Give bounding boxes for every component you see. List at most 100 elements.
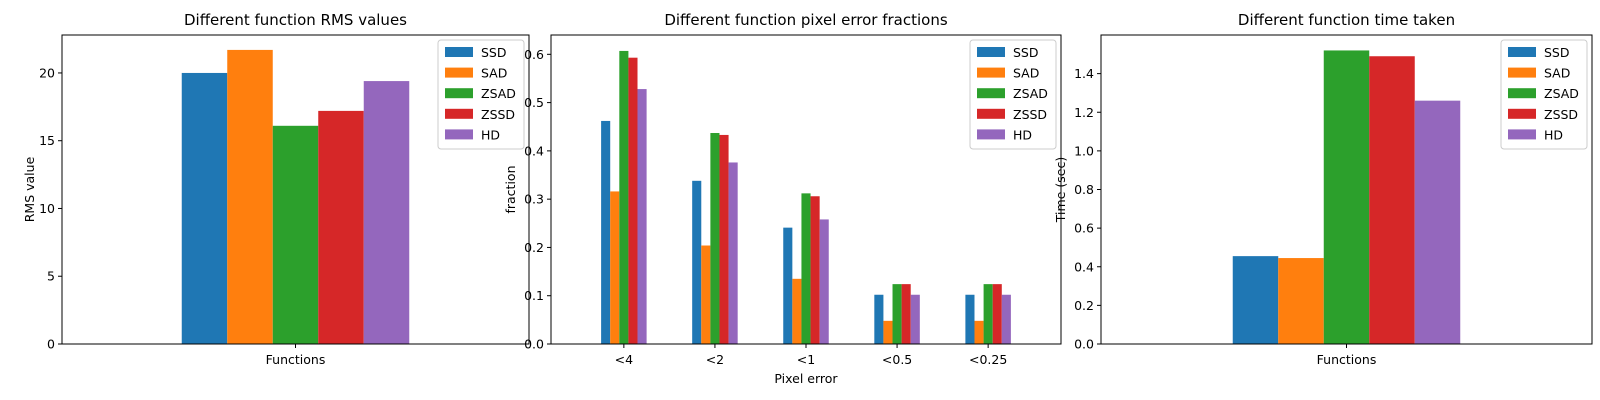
legend-label-zssd: ZSSD (1013, 107, 1047, 122)
bar-sad-0 (1278, 258, 1324, 344)
legend-swatch-ssd (445, 47, 473, 57)
legend-label-sad: SAD (1544, 66, 1570, 81)
bar-ssd-0 (181, 72, 228, 344)
bar-sad-3 (883, 320, 893, 344)
bar-zssd-2 (810, 196, 820, 344)
bar-zsad-3 (892, 284, 902, 344)
legend-swatch-zssd (445, 108, 473, 119)
legend-swatch-sad (977, 67, 1005, 78)
bar-ssd-0 (601, 120, 611, 344)
legend-label-sad: SAD (1013, 66, 1039, 81)
legend-label-ssd: SSD (1013, 45, 1039, 60)
bar-ssd-1 (692, 180, 702, 344)
chart-panel-3: Different function time taken 0.0 0.2 0.4 0.… (1053, 11, 1593, 367)
y-axis-label: Time (sec) (1053, 157, 1068, 223)
bar-hd-3 (910, 294, 920, 344)
legend-swatch-sad (445, 67, 473, 78)
bar-ssd-4 (965, 294, 975, 344)
bar-sad-0 (610, 191, 620, 344)
legend-swatch-zssd (1508, 108, 1536, 119)
bar-zssd-3 (901, 284, 911, 344)
x-tick-label: Functions (1317, 352, 1377, 367)
x-axis-label: Pixel error (774, 371, 838, 386)
bar-zsad-0 (1323, 50, 1370, 344)
legend-label-zsad: ZSAD (481, 86, 516, 101)
chart-title: Different function time taken (1238, 11, 1455, 29)
x-tick-label: <2 (706, 352, 724, 367)
legend-label-hd: HD (1544, 127, 1563, 142)
bar-hd-0 (637, 89, 647, 344)
bar-zsad-1 (710, 133, 720, 344)
bar-zsad-0 (619, 50, 629, 345)
bar-zssd-0 (318, 110, 364, 344)
bar-zssd-4 (992, 284, 1002, 344)
y-tick-label: 15 (39, 133, 55, 148)
y-tick-label: 1.2 (1074, 105, 1094, 120)
y-tick-label: 0.2 (524, 240, 544, 255)
bar-ssd-0 (1232, 256, 1279, 344)
bar-zsad-4 (983, 284, 993, 344)
x-tick-label: <0.5 (882, 352, 912, 367)
y-tick-label: 0.6 (524, 47, 544, 62)
legend-swatch-hd (977, 129, 1005, 140)
legend-label-zssd: ZSSD (481, 107, 515, 122)
bar-hd-2 (819, 219, 829, 344)
legend: SSD SAD ZSAD ZSSD HD (1500, 39, 1588, 150)
chart-title: Different function pixel error fractions (664, 11, 948, 29)
legend-label-sad: SAD (481, 66, 507, 81)
legend-swatch-zsad (977, 88, 1005, 99)
y-tick-label: 0.4 (524, 143, 544, 158)
x-tick-label: <0.25 (969, 352, 1007, 367)
legend-swatch-zsad (445, 88, 473, 99)
bar-sad-1 (701, 245, 711, 344)
x-tick-label: <4 (615, 352, 633, 367)
bar-zsad-0 (272, 125, 319, 344)
legend-swatch-sad (1508, 67, 1536, 78)
chart-panel-2: Different function pixel error fractions… (503, 11, 1062, 386)
legend-swatch-ssd (977, 47, 1005, 57)
y-tick-label: 0.1 (524, 288, 544, 303)
x-tick-label: <1 (797, 352, 815, 367)
y-tick-label: 0.6 (1074, 221, 1094, 236)
legend-label-hd: HD (481, 127, 500, 142)
y-tick-label: 10 (39, 201, 55, 216)
y-tick-label: 0.0 (1074, 337, 1094, 352)
legend-swatch-zssd (977, 108, 1005, 119)
bar-hd-0 (1414, 100, 1461, 344)
y-tick-label: 1.4 (1074, 66, 1094, 81)
legend-label-zsad: ZSAD (1013, 86, 1048, 101)
bar-sad-0 (227, 49, 273, 344)
bar-ssd-3 (874, 294, 884, 344)
bar-sad-4 (974, 320, 984, 344)
legend: SSD SAD ZSAD ZSSD HD (437, 39, 525, 150)
x-tick-label: Functions (266, 352, 326, 367)
y-tick-label: 0 (47, 337, 55, 352)
chart-title: Different function RMS values (184, 11, 407, 29)
y-tick-label: 0.3 (524, 192, 544, 207)
bar-sad-2 (792, 278, 802, 344)
y-axis-label: RMS value (22, 156, 37, 222)
legend-box (437, 39, 525, 150)
y-tick-label: 0.5 (524, 95, 544, 110)
legend-label-ssd: SSD (1544, 45, 1570, 60)
legend-box (969, 39, 1057, 150)
legend-label-ssd: SSD (481, 45, 507, 60)
legend-label-hd: HD (1013, 127, 1032, 142)
y-tick-label: 1.0 (1074, 143, 1094, 158)
legend-label-zsad: ZSAD (1544, 86, 1579, 101)
y-tick-label: 0.0 (524, 337, 544, 352)
bar-zssd-1 (719, 134, 729, 344)
y-tick-label: 0.4 (1074, 259, 1094, 274)
bar-hd-1 (728, 162, 738, 344)
legend-swatch-hd (1508, 129, 1536, 140)
legend-swatch-ssd (1508, 47, 1536, 57)
legend-label-zssd: ZSSD (1544, 107, 1578, 122)
legend-swatch-zsad (1508, 88, 1536, 99)
y-tick-label: 0.2 (1074, 298, 1094, 313)
bar-zssd-0 (628, 57, 638, 344)
bar-hd-0 (363, 81, 410, 344)
legend-swatch-hd (445, 129, 473, 140)
chart-panel-1: Different function RMS values 0 5 10 15 20 Fun… (22, 11, 530, 367)
legend: SSD SAD ZSAD ZSSD HD (969, 39, 1057, 150)
